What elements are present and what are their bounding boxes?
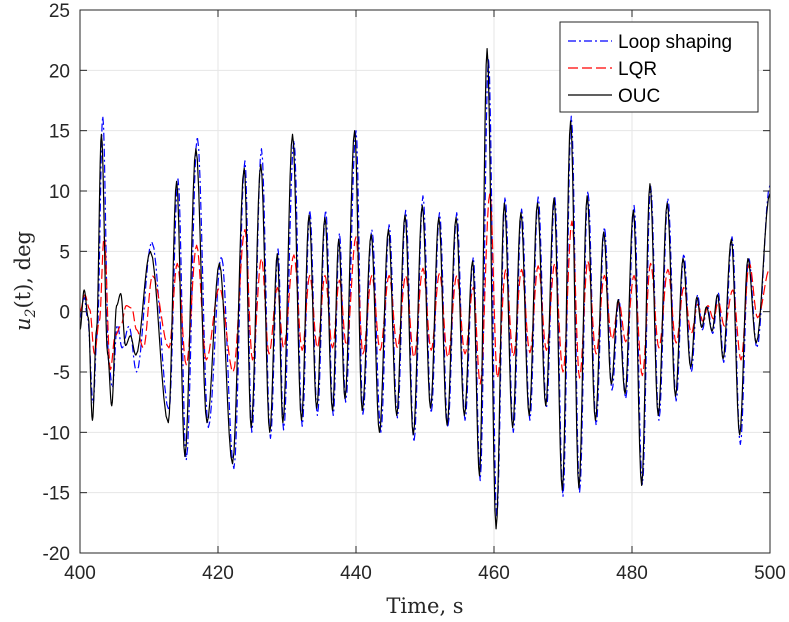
legend-box <box>559 21 759 113</box>
legend-label-loop-shaping: Loop shaping <box>618 32 732 53</box>
axes-box <box>79 9 771 554</box>
y-axis-label: u2(t), deg <box>11 231 39 331</box>
series-line-lqr <box>80 192 770 385</box>
x-tick-label: 480 <box>616 563 648 584</box>
x-tick-label: 460 <box>478 563 510 584</box>
y-axis-label-rest: (t), deg <box>11 231 35 309</box>
y-axis-label-main: u <box>11 317 35 331</box>
x-tick-label: 400 <box>64 563 96 584</box>
series-line-ouc <box>80 48 770 530</box>
x-tick-label: 420 <box>202 563 234 584</box>
legend: Loop shaping LQR OUC <box>559 21 759 113</box>
y-tick-label: -20 <box>43 544 70 565</box>
x-tick-label: 440 <box>340 563 372 584</box>
x-tick-label: 500 <box>754 563 786 584</box>
y-tick-label: 25 <box>49 1 70 22</box>
y-tick-label: 5 <box>59 242 70 263</box>
series-line-loop-shaping <box>80 57 770 518</box>
legend-label-ouc: OUC <box>618 86 660 107</box>
x-axis-label: Time, s <box>386 594 463 618</box>
y-tick-label: -10 <box>43 423 70 444</box>
y-tick-label: -15 <box>43 484 70 505</box>
y-tick-label: 15 <box>49 122 70 143</box>
y-tick-label: 20 <box>49 61 70 82</box>
series-layer <box>80 48 770 530</box>
y-tick-label: 10 <box>49 182 70 203</box>
y-tick-label: 0 <box>59 303 70 324</box>
y-tick-label: -5 <box>53 363 70 384</box>
ticks: 400 420 440 460 480 500 -20 -15 -10 -5 0 5 10 15 20 25 <box>43 1 786 584</box>
legend-label-lqr: LQR <box>618 59 657 80</box>
y-axis-label-sub: 2 <box>23 308 39 318</box>
